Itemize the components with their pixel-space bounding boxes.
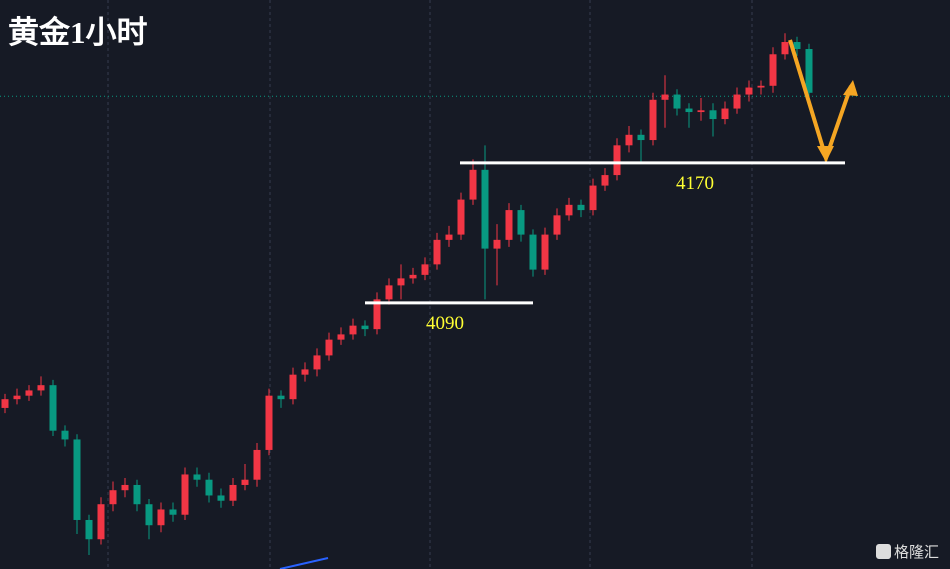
candle-body [37, 385, 45, 391]
candle-body [85, 519, 93, 540]
candle-body [481, 169, 489, 249]
candle-body [337, 334, 345, 340]
candle-body [493, 239, 501, 249]
level-label: 4090 [426, 313, 464, 334]
candle-body [757, 85, 765, 88]
forecast-arrow [788, 39, 853, 165]
candle-body [253, 449, 261, 480]
candle-body [589, 185, 597, 211]
candle-body [673, 94, 681, 109]
candle-body [685, 108, 693, 113]
candle-body [625, 134, 633, 146]
candle-body [613, 145, 621, 176]
candle-body [421, 264, 429, 275]
candle-body [1, 399, 9, 408]
candle-body [145, 504, 153, 526]
candle-body [25, 390, 33, 396]
arrow-head [843, 80, 858, 96]
candle-body [433, 239, 441, 265]
candle-body [301, 369, 309, 375]
candle-body [121, 484, 129, 491]
candle-body [325, 339, 333, 356]
candle-body [577, 204, 585, 211]
candle-body [13, 395, 21, 400]
candle-body [397, 278, 405, 286]
candle-body [181, 474, 189, 515]
candle-body [157, 509, 165, 526]
candle-body [769, 54, 777, 86]
candle-body [73, 439, 81, 520]
candle-body [661, 94, 669, 100]
candle-body [745, 87, 753, 95]
candle-body [697, 110, 705, 113]
candle-body [373, 299, 381, 330]
candle-body [457, 199, 465, 235]
candle-body [733, 94, 741, 109]
candle-body [361, 325, 369, 330]
candle-body [601, 175, 609, 186]
candle-body [169, 509, 177, 515]
candle-body [265, 395, 273, 450]
candle-body [241, 479, 249, 485]
watermark: 格隆汇 [894, 543, 939, 561]
candle-body [385, 285, 393, 300]
candles [0, 33, 950, 555]
candle-body [217, 495, 225, 501]
candle-body [409, 274, 417, 279]
candle-body [313, 355, 321, 370]
candle-body [517, 210, 525, 235]
candle-body [637, 134, 645, 141]
candle-body [541, 234, 549, 270]
candle-body [793, 42, 801, 50]
v-grid [107, 0, 753, 569]
candle-body [565, 204, 573, 216]
chart-title: 黄金1小时 [8, 15, 148, 50]
candle-body [49, 385, 57, 431]
candle-body [193, 474, 201, 480]
candle-body [289, 374, 297, 400]
arrow-head [817, 146, 834, 162]
candle-body [109, 490, 117, 505]
candle-body [445, 234, 453, 240]
candle-body [229, 484, 237, 501]
candle-body [805, 49, 813, 93]
candle-body [649, 99, 657, 141]
candle-body [277, 395, 285, 400]
candle-body [529, 234, 537, 270]
candle-body [721, 108, 729, 120]
candle-body [469, 169, 477, 200]
candle-body [505, 210, 513, 240]
trend-line [279, 557, 329, 569]
candle-body [709, 110, 717, 120]
candle-body [133, 484, 141, 505]
level-label: 4170 [676, 173, 714, 194]
candle-body [553, 215, 561, 235]
candle-body [205, 479, 213, 496]
candle-body [781, 42, 789, 55]
logo [876, 544, 891, 559]
candle-body [349, 325, 357, 335]
candle-body [97, 504, 105, 540]
candle-body [61, 430, 69, 440]
